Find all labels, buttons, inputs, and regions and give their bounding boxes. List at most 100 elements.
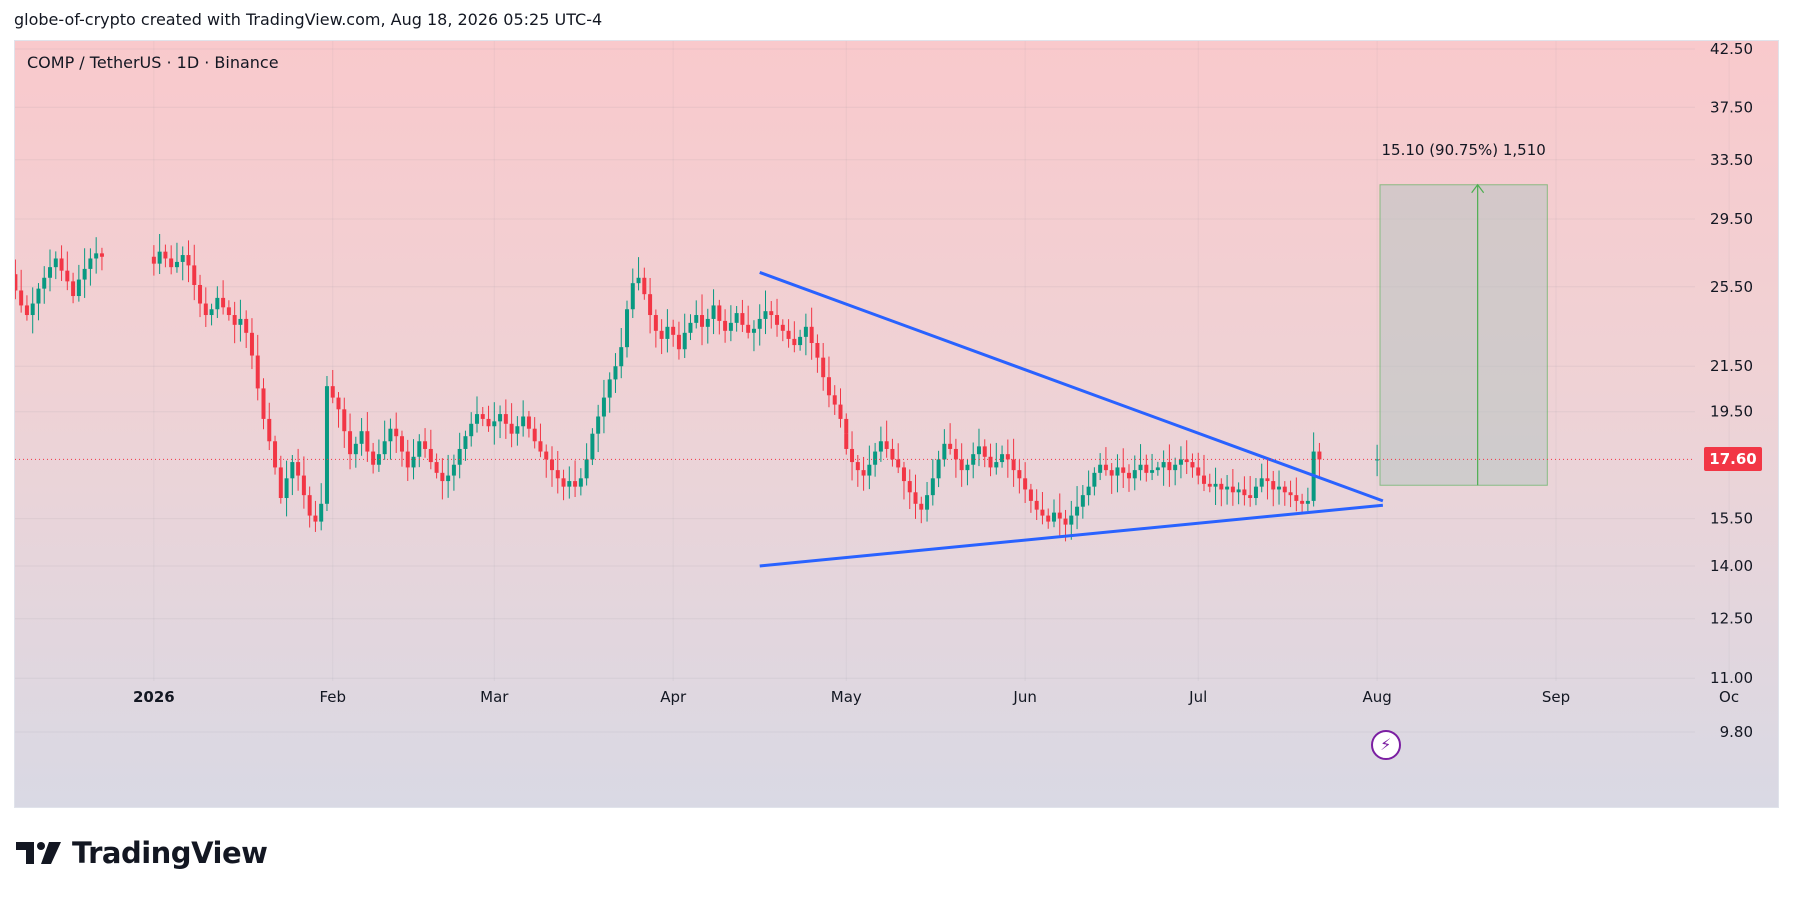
candle-body <box>913 492 918 504</box>
candle-body <box>30 303 35 316</box>
candle-body <box>1103 464 1108 471</box>
candle-body <box>1155 467 1160 471</box>
candle-body <box>1121 467 1126 473</box>
chart-area[interactable]: 42.50 37.50 33.50 29.50 25.50 21.50 19.50 15.50… <box>14 40 1779 808</box>
candle-body <box>198 284 203 304</box>
candle-body <box>1000 454 1005 463</box>
candle-body <box>688 322 693 333</box>
candle-body <box>1161 462 1166 468</box>
candle-body <box>861 470 866 476</box>
candle-body <box>642 277 647 295</box>
candle-body <box>319 503 324 522</box>
candle-body <box>832 395 837 405</box>
candle-body <box>163 251 168 259</box>
candle-body <box>936 459 941 479</box>
lightning-icon[interactable]: ⚡ <box>1370 730 1401 760</box>
y-tick-label: 19.50 <box>1710 403 1753 421</box>
candle-body <box>613 366 618 380</box>
candle-body <box>215 297 220 310</box>
candle-body <box>24 305 29 316</box>
candle-body <box>815 343 820 358</box>
candle-body <box>151 256 156 264</box>
candle-body <box>446 475 451 482</box>
candle-body <box>1115 467 1120 476</box>
candle-body <box>1173 464 1178 471</box>
candle-body <box>417 441 422 457</box>
candle-body <box>919 503 924 510</box>
candle-body <box>301 475 306 496</box>
candle-body <box>769 311 774 316</box>
candle-body <box>1253 486 1258 499</box>
candle-body <box>1069 515 1074 525</box>
candle-body <box>873 451 878 465</box>
candle-body <box>428 448 433 463</box>
candle-body <box>342 409 347 432</box>
candle-body <box>809 326 814 344</box>
candle-body <box>1288 492 1293 496</box>
candle-body <box>867 464 872 476</box>
candle-body <box>186 255 191 266</box>
candle-body <box>884 441 889 449</box>
candle-body <box>1219 483 1224 490</box>
candle-body <box>590 433 595 460</box>
x-tick-label: Oc <box>1719 688 1739 706</box>
candle-body <box>376 454 381 465</box>
candle-body <box>717 305 722 321</box>
tradingview-logo-icon <box>16 842 61 864</box>
x-tick-label: Apr <box>660 688 687 706</box>
candle-body <box>775 315 780 325</box>
candle-body <box>751 328 756 333</box>
candle-body <box>76 279 81 297</box>
candle-body <box>1023 478 1028 490</box>
candle-body <box>498 414 503 422</box>
candle-body <box>838 404 843 419</box>
candle-body <box>19 290 24 306</box>
candle-body <box>1202 475 1207 484</box>
candle-body <box>1086 486 1091 496</box>
candle-body <box>1075 506 1080 516</box>
candle-body <box>925 495 930 510</box>
candle-body <box>48 267 53 278</box>
candle-body <box>474 414 479 424</box>
candle-body <box>226 307 231 316</box>
candle-body <box>515 426 520 434</box>
candle-body <box>388 428 393 442</box>
x-tick-label: Mar <box>480 688 509 706</box>
candle-body <box>636 277 641 284</box>
candle-body <box>803 326 808 337</box>
candle-body <box>503 414 508 424</box>
tradingview-logo[interactable]: TradingView <box>16 836 268 870</box>
lower-trendline <box>759 503 1384 568</box>
y-tick-label: 37.50 <box>1710 98 1753 116</box>
candle-body <box>15 274 18 291</box>
candle-body <box>1011 459 1016 471</box>
candle-body <box>1207 483 1212 487</box>
upper-trendline <box>759 271 1384 503</box>
candle-body <box>284 478 289 499</box>
candle-body <box>1265 478 1270 482</box>
candle-body <box>948 443 953 449</box>
candle-body <box>509 423 514 434</box>
candle-body <box>365 431 370 452</box>
candle-body <box>671 326 676 335</box>
candle-body <box>740 313 745 325</box>
candle-body <box>1034 500 1039 510</box>
symbol-label[interactable]: COMP / TetherUS · 1D · Binance <box>27 53 279 72</box>
x-tick-label: Jun <box>1012 688 1036 706</box>
candle-body <box>896 459 901 468</box>
candle-body <box>821 357 826 378</box>
candle-body <box>371 451 376 465</box>
candle-body <box>221 297 226 308</box>
candle-body <box>521 416 526 427</box>
candle-body <box>878 441 883 452</box>
candle-body <box>1080 495 1085 507</box>
candle-body <box>850 448 855 463</box>
candle-body <box>994 462 999 468</box>
candle-body <box>844 433 849 449</box>
y-tick-label: 29.50 <box>1710 210 1753 228</box>
candlestick-chart[interactable]: 42.50 37.50 33.50 29.50 25.50 21.50 19.50 15.50… <box>15 41 1779 808</box>
candle-body <box>780 324 785 331</box>
candle-body <box>1098 464 1103 473</box>
candle-body <box>209 309 214 316</box>
candle-body <box>544 451 549 460</box>
